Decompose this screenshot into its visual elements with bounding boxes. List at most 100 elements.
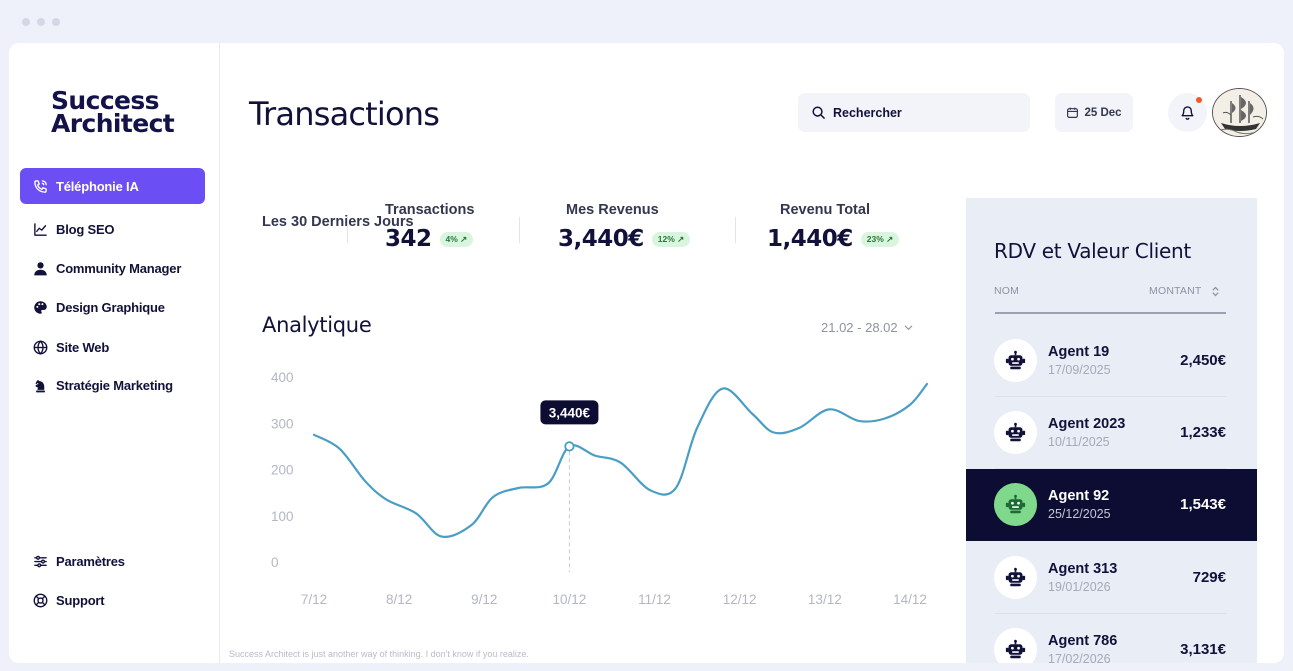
- sidebar-item-label: Community Manager: [56, 260, 182, 276]
- user-icon: [32, 260, 48, 276]
- sidebar-item-label: Paramètres: [56, 553, 125, 569]
- agent-name: Agent 2023: [1048, 416, 1126, 432]
- notification-dot: [1196, 97, 1202, 103]
- date-range-label: 21.02 - 28.02: [821, 320, 898, 335]
- search-placeholder: Rechercher: [833, 105, 902, 120]
- stat-revenu-total: Revenu Total 1,440€ 23% ↗: [767, 202, 900, 252]
- column-header-name[interactable]: NOM: [994, 285, 1020, 297]
- stat-value: 1,440€: [767, 226, 853, 252]
- robot-icon: [994, 628, 1037, 663]
- agent-name: Agent 92: [1048, 488, 1110, 504]
- list-item[interactable]: Agent 19 17/09/2025 2,450€: [966, 325, 1257, 397]
- lifebuoy-icon: [32, 592, 48, 608]
- change-badge: 12% ↗: [651, 231, 691, 247]
- stat-label: Revenu Total: [780, 202, 870, 218]
- sidebar-item-parametres[interactable]: Paramètres: [20, 543, 205, 579]
- brand-logo[interactable]: Success Architect: [51, 86, 175, 138]
- page-title: Transactions: [249, 95, 440, 133]
- sort-icon: [1212, 286, 1219, 296]
- window-controls: [22, 18, 60, 26]
- sidebar-item-support[interactable]: Support: [20, 582, 205, 618]
- y-tick-label: 100: [271, 509, 294, 524]
- phone-icon: [32, 178, 48, 194]
- agent-name: Agent 786: [1048, 633, 1118, 649]
- analytics-title: Analytique: [262, 313, 372, 337]
- list-item[interactable]: Agent 313 19/01/2026 729€: [966, 542, 1257, 614]
- search-icon: [812, 106, 825, 119]
- divider: [519, 217, 520, 243]
- footer-tagline: Success Architect is just another way of…: [229, 649, 529, 659]
- header-divider: [995, 312, 1226, 314]
- window-dot[interactable]: [22, 18, 30, 26]
- series-line: [312, 382, 929, 538]
- sidebar-item-site-web[interactable]: Site Web: [20, 329, 205, 365]
- agent-date: 19/01/2026: [1048, 580, 1111, 594]
- sidebar-item-community-manager[interactable]: Community Manager: [20, 250, 205, 286]
- analytics-line-chart: 0 100 200 300 400 7/12 8/12 9/12 10/12 11/12 12/12…: [271, 370, 929, 607]
- notifications-button[interactable]: [1168, 93, 1207, 132]
- list-item[interactable]: Agent 2023 10/11/2025 1,233€: [966, 397, 1257, 469]
- palette-icon: [32, 299, 48, 315]
- agent-date: 17/02/2026: [1048, 652, 1111, 663]
- sidebar-item-label: Site Web: [56, 339, 110, 355]
- y-tick-label: 200: [271, 463, 294, 478]
- agent-name: Agent 313: [1048, 561, 1118, 577]
- calendar-icon: [1067, 107, 1079, 118]
- sidebar-item-label: Design Graphique: [56, 299, 165, 315]
- x-tick-label: 12/12: [723, 592, 757, 607]
- x-tick-label: 8/12: [386, 592, 412, 607]
- change-badge: 4% ↗: [439, 231, 474, 247]
- x-tick-label: 13/12: [808, 592, 842, 607]
- search-input[interactable]: Rechercher: [798, 93, 1030, 132]
- avatar[interactable]: [1212, 88, 1267, 137]
- trending-chart-icon: [32, 221, 48, 237]
- date-range-dropdown[interactable]: 21.02 - 28.02: [821, 320, 914, 335]
- stat-mes-revenus: Mes Revenus 3,440€ 12% ↗: [558, 202, 691, 252]
- window-dot[interactable]: [52, 18, 60, 26]
- sidebar-item-telephonie-ia[interactable]: Téléphonie IA: [20, 168, 205, 204]
- date-button[interactable]: 25 Dec: [1055, 93, 1133, 132]
- agent-amount: 3,131€: [1180, 641, 1226, 658]
- sidebar-item-blog-seo[interactable]: Blog SEO: [20, 211, 205, 247]
- app-window: Success Architect Téléphonie IA Blog SEO…: [9, 43, 1284, 663]
- sidebar-item-design-graphique[interactable]: Design Graphique: [20, 289, 205, 325]
- divider: [735, 217, 736, 243]
- highlight-point: [564, 441, 575, 452]
- x-tick-label: 14/12: [893, 592, 927, 607]
- x-tick-label: 7/12: [301, 592, 327, 607]
- agent-name: Agent 19: [1048, 344, 1110, 360]
- chess-knight-icon: [32, 377, 48, 393]
- sidebar-item-label: Support: [56, 592, 105, 608]
- tooltip-label: 3,440€: [549, 405, 591, 420]
- sidebar-item-label: Téléphonie IA: [56, 178, 139, 194]
- stat-label: Mes Revenus: [566, 202, 659, 218]
- stat-value: 3,440€: [558, 226, 644, 252]
- sidebar-item-label: Blog SEO: [56, 221, 115, 237]
- robot-icon: [994, 411, 1037, 454]
- stat-value: 342: [385, 226, 432, 252]
- panel-title: RDV et Valeur Client: [994, 239, 1191, 263]
- agent-date: 17/09/2025: [1048, 363, 1111, 377]
- current-date: 25 Dec: [1084, 106, 1122, 119]
- bell-icon: [1181, 106, 1194, 120]
- chevron-down-icon: [904, 325, 912, 331]
- row-divider: [995, 468, 1227, 469]
- sliders-icon: [32, 553, 48, 569]
- robot-icon: [994, 339, 1037, 382]
- x-tick-label: 10/12: [553, 592, 587, 607]
- robot-icon: [994, 556, 1037, 599]
- window-dot[interactable]: [37, 18, 45, 26]
- y-tick-label: 400: [271, 370, 294, 385]
- list-item[interactable]: Agent 92 25/12/2025 1,543€: [966, 469, 1257, 541]
- stats-period: Les 30 Derniers Jours: [262, 214, 414, 230]
- robot-icon: [994, 483, 1037, 526]
- list-item[interactable]: Agent 786 17/02/2026 3,131€: [966, 614, 1257, 663]
- sidebar-item-strategie-marketing[interactable]: Stratégie Marketing: [20, 367, 205, 403]
- row-divider: [995, 613, 1227, 614]
- row-divider: [995, 396, 1227, 397]
- client-value-panel: RDV et Valeur Client NOM MONTANT Agent 1…: [966, 198, 1257, 663]
- agent-amount: 729€: [1192, 569, 1226, 586]
- column-header-amount[interactable]: MONTANT: [1149, 285, 1220, 297]
- tooltip-box: [540, 400, 599, 425]
- change-badge: 23% ↗: [860, 231, 900, 247]
